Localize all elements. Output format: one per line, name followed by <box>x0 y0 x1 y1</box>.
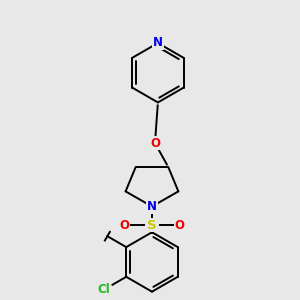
Text: N: N <box>153 37 163 50</box>
Text: S: S <box>147 219 157 232</box>
Text: O: O <box>150 136 160 150</box>
Text: Cl: Cl <box>98 283 110 296</box>
Text: O: O <box>175 219 185 232</box>
Text: N: N <box>147 200 157 213</box>
Text: O: O <box>119 219 129 232</box>
